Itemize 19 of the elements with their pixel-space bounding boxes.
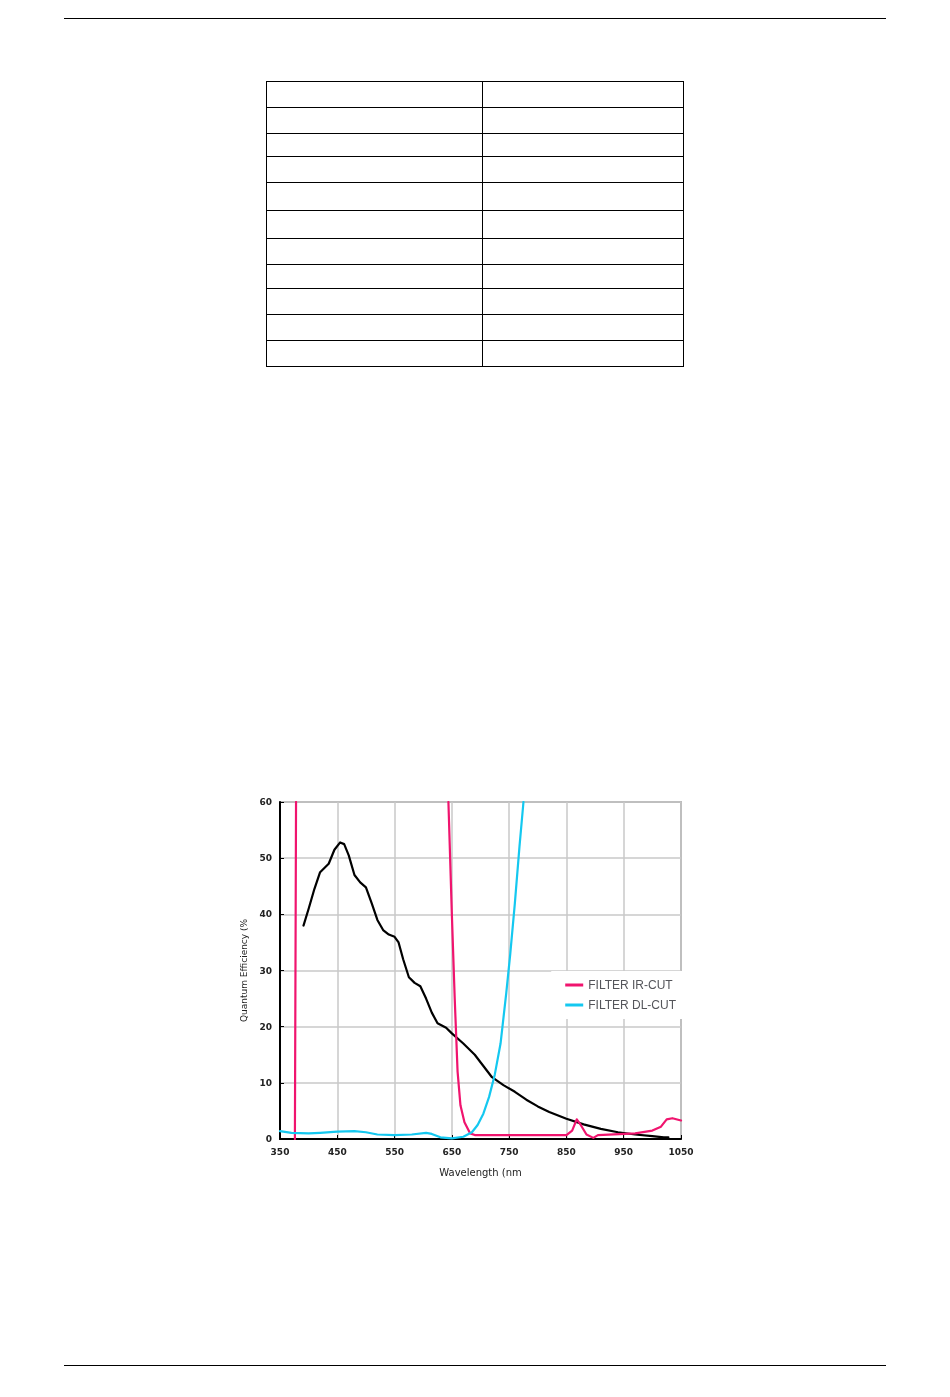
x-tick-label: 950 — [614, 1146, 634, 1157]
x-tick-label: 750 — [499, 1146, 519, 1157]
x-tick-label: 850 — [557, 1146, 576, 1157]
y-tick-label: 0 — [265, 1134, 272, 1144]
y-tick-label: 30 — [259, 965, 272, 976]
y-tick-label: 50 — [259, 853, 272, 864]
y-tick-label: 10 — [259, 1077, 272, 1088]
legend-label: FILTER IR-CUT — [588, 978, 674, 992]
y-tick-label: 40 — [259, 909, 272, 920]
x-tick-label: 1050 — [668, 1146, 694, 1157]
x-tick-label: 350 — [270, 1146, 290, 1157]
x-tick-label: 550 — [385, 1146, 404, 1157]
x-tick-label: 450 — [327, 1146, 347, 1157]
x-axis-title: Wavelength (nm — [439, 1166, 522, 1178]
y-tick-label: 60 — [259, 797, 272, 807]
legend-label: FILTER DL-CUT — [588, 998, 677, 1012]
x-tick-label: 650 — [442, 1146, 462, 1157]
y-axis-title: Quantum Efficiency (% — [239, 918, 250, 1023]
y-tick-label: 20 — [259, 1021, 272, 1032]
